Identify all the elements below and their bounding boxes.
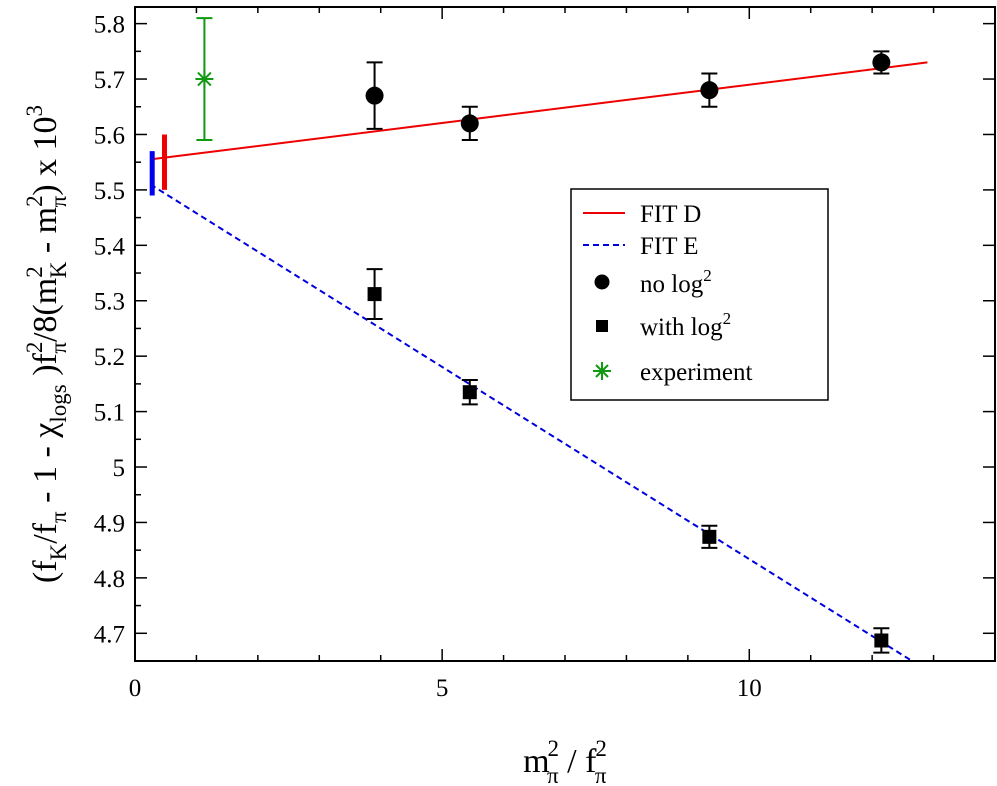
data-point-circle <box>872 53 891 72</box>
legend-with-log-text: with log <box>640 314 723 341</box>
plot-area <box>134 6 996 662</box>
plot-frame <box>134 6 996 662</box>
legend-circle-marker <box>594 274 610 290</box>
y-title-p5-sup: 2 <box>22 266 47 278</box>
y-title-p7: ) x 10 <box>27 116 64 195</box>
x-title-den: f <box>585 743 597 780</box>
y-title-p4-sub: π <box>46 342 71 354</box>
y-tick-label: 4.9 <box>94 510 125 537</box>
x-title-main-sup: 2 <box>548 736 560 761</box>
y-tick-label: 5.8 <box>94 12 125 39</box>
y-title-p2: /f <box>27 522 64 543</box>
y-title-p5-sub: K <box>46 261 71 278</box>
y-title-p4-sup: 2 <box>22 342 47 354</box>
legend-box <box>570 188 829 401</box>
y-tick-label: 5.2 <box>94 344 125 371</box>
legend-experiment-label: experiment <box>640 359 753 386</box>
x-tick-label: 10 <box>737 675 762 702</box>
y-tick-label: 5.3 <box>94 289 125 316</box>
y-tick-label: 5.1 <box>94 400 125 427</box>
y-title-p6-sub: π <box>46 195 71 207</box>
y-axis-title: (fK/fπ - 1 - χlogs )f2π/8(m2K - m2π) x 1… <box>22 105 71 583</box>
y-tick-label: 5 <box>113 455 126 482</box>
x-title-den-sup: 2 <box>595 736 607 761</box>
y-tick-label: 5.6 <box>94 122 125 149</box>
y-tick-label: 5.5 <box>94 178 125 205</box>
legend-star-marker <box>593 362 611 380</box>
data-point-circle <box>460 114 479 133</box>
legend-no-log-label: no log2 <box>640 266 712 298</box>
data-point-square <box>702 529 717 544</box>
legend-with-log-label: with log2 <box>640 309 731 341</box>
y-tick-label: 5.7 <box>94 67 125 94</box>
y-title-p1-sub: K <box>46 543 71 560</box>
data-layer <box>149 17 928 661</box>
y-title-p1: (f <box>27 560 64 583</box>
legend-no-log-text: no log <box>640 271 704 298</box>
y-title-p3: - 1 - χ <box>27 423 64 512</box>
y-title-p4: )f <box>27 352 64 384</box>
x-title-den-sub: π <box>595 763 607 786</box>
y-title-p3-sub: logs <box>46 384 71 422</box>
data-point-circle <box>700 81 719 100</box>
x-title-main-sub: π <box>547 763 559 786</box>
data-point-circle <box>365 86 384 105</box>
fit-line-d <box>150 61 928 161</box>
x-title-sep: / <box>559 743 585 780</box>
legend: FIT D FIT E no log2 with log2 experiment <box>570 188 829 401</box>
data-point-square <box>874 633 889 648</box>
x-title-main: m <box>523 743 549 780</box>
y-title-p6-sup: 2 <box>22 195 47 207</box>
x-tick-label: 5 <box>436 675 449 702</box>
legend-fit-d-label: FIT D <box>640 201 701 228</box>
star-arm <box>197 71 212 87</box>
legend-fit-e-label: FIT E <box>640 233 699 260</box>
data-point-square <box>462 385 477 400</box>
legend-no-log-sup: 2 <box>703 266 712 285</box>
y-tick-label: 4.7 <box>94 621 125 648</box>
y-title-p2-sub: π <box>46 511 71 523</box>
data-point-star <box>195 70 214 89</box>
axis-ticks: 0 5 10 4.7 4.8 4.9 5 5.1 5.2 5.3 5.4 5.5 5.6 5.7 5.8 <box>94 7 996 702</box>
y-tick-label: 5.4 <box>94 233 126 260</box>
y-title-p6: - m <box>27 207 64 262</box>
legend-with-log-sup: 2 <box>723 309 732 328</box>
y-title-p5: /8(m <box>27 278 64 342</box>
x-axis-title: m2 π / f2 π <box>523 736 607 786</box>
y-title-p7-sup: 3 <box>22 105 47 117</box>
legend-square-marker <box>596 320 608 332</box>
y-tick-label: 4.8 <box>94 566 125 593</box>
x-tick-label: 0 <box>129 675 142 702</box>
data-point-square <box>367 287 382 302</box>
